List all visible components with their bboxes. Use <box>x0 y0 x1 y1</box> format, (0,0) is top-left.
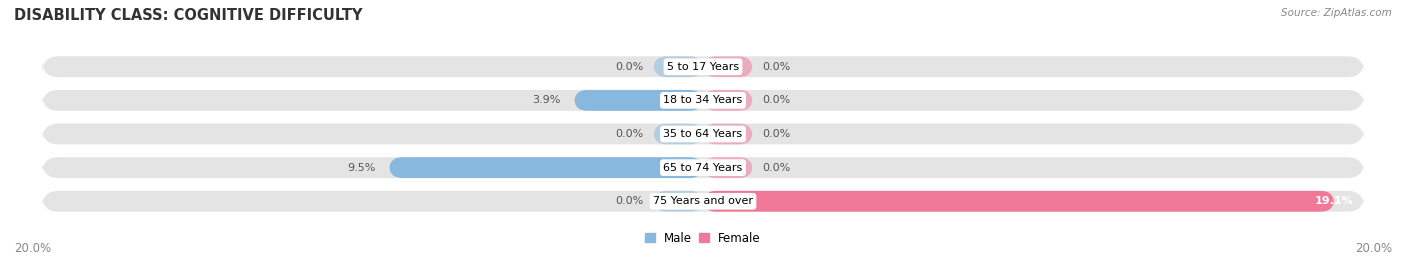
FancyBboxPatch shape <box>42 90 1364 111</box>
Text: 5 to 17 Years: 5 to 17 Years <box>666 62 740 72</box>
FancyBboxPatch shape <box>703 90 752 111</box>
FancyBboxPatch shape <box>389 157 703 178</box>
FancyBboxPatch shape <box>654 56 703 77</box>
Text: 0.0%: 0.0% <box>762 95 790 105</box>
Text: 20.0%: 20.0% <box>1355 241 1392 255</box>
Text: 0.0%: 0.0% <box>616 196 644 206</box>
FancyBboxPatch shape <box>42 157 1364 178</box>
Text: 20.0%: 20.0% <box>14 241 51 255</box>
FancyBboxPatch shape <box>703 56 752 77</box>
Text: Source: ZipAtlas.com: Source: ZipAtlas.com <box>1281 8 1392 18</box>
Text: 75 Years and over: 75 Years and over <box>652 196 754 206</box>
Legend: Male, Female: Male, Female <box>645 232 761 245</box>
FancyBboxPatch shape <box>42 191 1364 212</box>
Text: 65 to 74 Years: 65 to 74 Years <box>664 163 742 173</box>
Text: 0.0%: 0.0% <box>762 62 790 72</box>
FancyBboxPatch shape <box>703 191 1334 212</box>
FancyBboxPatch shape <box>703 124 752 144</box>
Text: 9.5%: 9.5% <box>347 163 375 173</box>
FancyBboxPatch shape <box>42 124 1364 144</box>
Text: DISABILITY CLASS: COGNITIVE DIFFICULTY: DISABILITY CLASS: COGNITIVE DIFFICULTY <box>14 8 363 23</box>
FancyBboxPatch shape <box>42 56 1364 77</box>
Text: 35 to 64 Years: 35 to 64 Years <box>664 129 742 139</box>
FancyBboxPatch shape <box>574 90 703 111</box>
Text: 19.1%: 19.1% <box>1315 196 1354 206</box>
Text: 0.0%: 0.0% <box>616 62 644 72</box>
Text: 18 to 34 Years: 18 to 34 Years <box>664 95 742 105</box>
Text: 3.9%: 3.9% <box>533 95 561 105</box>
Text: 0.0%: 0.0% <box>762 129 790 139</box>
FancyBboxPatch shape <box>703 157 752 178</box>
FancyBboxPatch shape <box>654 191 703 212</box>
FancyBboxPatch shape <box>654 124 703 144</box>
Text: 0.0%: 0.0% <box>616 129 644 139</box>
Text: 0.0%: 0.0% <box>762 163 790 173</box>
